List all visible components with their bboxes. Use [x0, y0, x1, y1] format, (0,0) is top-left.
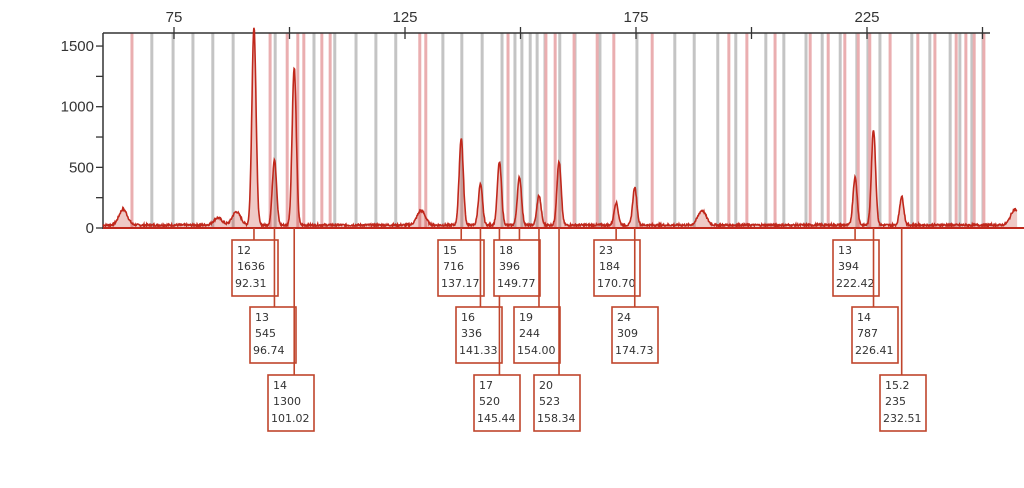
allele-name: 19 — [519, 311, 533, 324]
allele-name: 16 — [461, 311, 475, 324]
y-tick-label: 1000 — [61, 99, 94, 116]
allele-size: 154.00 — [517, 344, 556, 357]
trace-line — [102, 27, 1018, 230]
allele-height: 520 — [479, 395, 500, 408]
allele-name: 23 — [599, 244, 613, 257]
allele-size: 96.74 — [253, 344, 285, 357]
allele-size: 158.34 — [537, 412, 576, 425]
allele-box — [267, 374, 315, 432]
allele-height: 244 — [519, 327, 540, 340]
y-tick-label: 1500 — [61, 38, 94, 55]
allele-name: 12 — [237, 244, 251, 257]
allele-box — [533, 374, 581, 432]
allele-name: 24 — [617, 311, 631, 324]
signal-trace — [102, 27, 1024, 230]
allele-box — [455, 306, 503, 364]
allele-height: 309 — [617, 327, 638, 340]
allele-label: 15.2 235 232.51 — [879, 228, 927, 432]
allele-box — [593, 239, 641, 297]
allele-box — [437, 239, 485, 297]
allele-size: 101.02 — [271, 412, 310, 425]
axes: 75 125 175 225 0 500 1000 1500 — [61, 9, 990, 237]
allele-label: 17 520 145.44 — [473, 228, 521, 432]
allele-size: 149.77 — [497, 277, 536, 290]
allele-height: 545 — [255, 327, 276, 340]
allele-box — [879, 374, 927, 432]
x-tick-label: 225 — [854, 9, 879, 26]
allele-label: 24 309 174.73 — [611, 228, 659, 364]
allele-height: 523 — [539, 395, 560, 408]
allele-height: 184 — [599, 260, 620, 273]
allele-size: 232.51 — [883, 412, 922, 425]
x-tick-label: 75 — [166, 9, 183, 26]
allele-name: 18 — [499, 244, 513, 257]
allele-size: 137.17 — [441, 277, 480, 290]
allele-size: 226.41 — [855, 344, 894, 357]
allele-label: 13 394 222.42 — [832, 228, 880, 297]
allele-size: 174.73 — [615, 344, 654, 357]
allele-name: 15.2 — [885, 379, 910, 392]
x-tick-label: 175 — [623, 9, 648, 26]
allele-labels: 12 1636 92.31 13 545 96.74 14 1300 101.02 15 716 13… — [231, 228, 927, 432]
allele-box — [231, 239, 279, 297]
allele-label: 19 244 154.00 — [513, 228, 561, 364]
allele-label: 23 184 170.70 — [593, 228, 641, 297]
allele-size: 141.33 — [459, 344, 498, 357]
allele-height: 1300 — [273, 395, 301, 408]
allele-name: 14 — [857, 311, 871, 324]
allele-box — [513, 306, 561, 364]
allele-box — [249, 306, 297, 364]
allele-name: 17 — [479, 379, 493, 392]
allele-size: 92.31 — [235, 277, 267, 290]
allele-name: 15 — [443, 244, 457, 257]
allele-box — [851, 306, 899, 364]
allele-height: 716 — [443, 260, 464, 273]
allele-label: 20 523 158.34 — [533, 228, 581, 432]
x-tick-label: 125 — [392, 9, 417, 26]
allele-height: 394 — [838, 260, 859, 273]
allele-label: 14 787 226.41 — [851, 228, 899, 364]
allele-label: 18 396 149.77 — [493, 228, 541, 297]
y-tick-label: 500 — [69, 159, 94, 176]
allele-size: 170.70 — [597, 277, 636, 290]
allele-box — [473, 374, 521, 432]
allele-box — [493, 239, 541, 297]
allele-label: 12 1636 92.31 — [231, 228, 279, 297]
y-tick-label: 0 — [86, 220, 94, 237]
allele-size: 145.44 — [477, 412, 516, 425]
trace-fill — [102, 27, 1018, 228]
allele-height: 336 — [461, 327, 482, 340]
allele-label: 14 1300 101.02 — [267, 228, 315, 432]
allele-height: 787 — [857, 327, 878, 340]
allele-name: 20 — [539, 379, 553, 392]
allele-size: 222.42 — [836, 277, 875, 290]
allele-height: 396 — [499, 260, 520, 273]
allele-height: 235 — [885, 395, 906, 408]
allele-label: 13 545 96.74 — [249, 228, 297, 364]
allele-name: 13 — [255, 311, 269, 324]
allele-box — [611, 306, 659, 364]
allele-label: 16 336 141.33 — [455, 228, 503, 364]
allele-name: 14 — [273, 379, 287, 392]
allele-label: 15 716 137.17 — [437, 228, 485, 297]
allele-name: 13 — [838, 244, 852, 257]
allele-box — [832, 239, 880, 297]
allele-height: 1636 — [237, 260, 265, 273]
